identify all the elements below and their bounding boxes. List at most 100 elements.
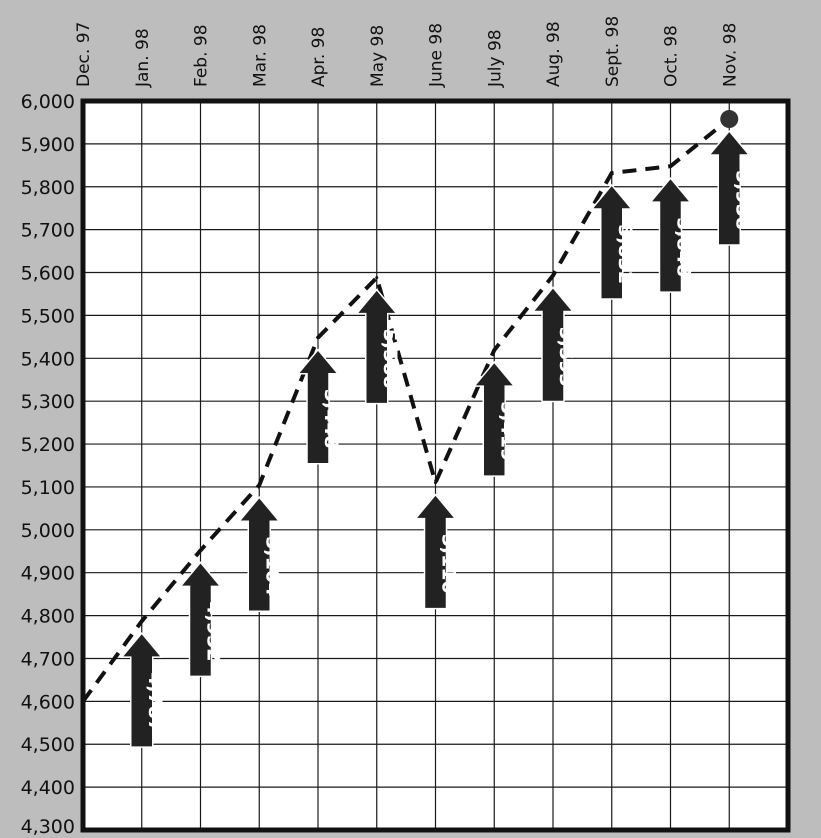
x-tick-label: July 98 [485, 29, 505, 88]
value-arrow: 5,104 [237, 496, 283, 612]
arrow-label-group: 5,832 [614, 224, 636, 284]
y-tick-label: 4,600 [21, 691, 75, 713]
y-tick-label: 5,800 [21, 177, 75, 199]
y-tick-label: 4,300 [21, 816, 75, 838]
value-arrow: 5,848 [648, 177, 695, 293]
y-tick-label: 4,400 [21, 777, 75, 799]
y-tick-label: 6,000 [21, 91, 75, 113]
value-arrow: 4,952 [178, 561, 225, 678]
data-label: 5,832 [614, 224, 636, 284]
x-tick-label: Feb. 98 [192, 24, 212, 87]
data-point [492, 348, 496, 352]
value-arrow: 4,787 [120, 631, 166, 748]
arrow-shape [707, 129, 751, 246]
data-point [669, 164, 672, 168]
value-arrow: 5,448 [296, 348, 342, 465]
data-point [199, 548, 202, 552]
x-tick-label-group: Sept. 98 [603, 16, 623, 87]
x-tick-label-group: Jan. 98 [133, 28, 153, 88]
x-tick-label: Aug. 98 [544, 21, 564, 87]
arrow-shape [413, 493, 458, 610]
x-tick-label-group: May 98 [368, 25, 388, 87]
data-point [551, 274, 555, 278]
x-tick-label-group: Feb. 98 [192, 24, 212, 87]
x-tick-label: Mar. 98 [250, 24, 270, 87]
arrow-label-group: 4,952 [203, 601, 225, 661]
arrow-shape [648, 177, 693, 293]
arrow-label-group: 5,419 [496, 401, 518, 461]
data-label: 4,952 [203, 601, 225, 661]
y-tick-label: 5,500 [21, 305, 75, 327]
y-tick-label: 4,700 [21, 648, 75, 670]
x-tick-label-group: July 98 [485, 29, 505, 88]
data-label: 5,588 [379, 329, 401, 389]
x-tick-label: May 98 [368, 25, 388, 87]
series-line [81, 117, 731, 703]
x-tick-label: Apr. 98 [309, 27, 329, 87]
arrow-shape [531, 286, 575, 403]
data-labels: 4,787 4,952 5,104 5,448 5,588 5,110 5,419 5,593… [120, 129, 753, 748]
x-tick-label: Nov. 98 [720, 23, 740, 87]
arrow-shape [355, 288, 399, 405]
y-tick-label: 5,000 [21, 520, 75, 542]
arrow-shape [120, 631, 164, 748]
value-arrow: 5,832 [590, 183, 636, 300]
arrow-label-group: 4,787 [144, 672, 166, 732]
arrow-label-group: 5,104 [261, 536, 283, 596]
plot-frame [80, 98, 791, 833]
value-arrow: 5,110 [413, 493, 460, 610]
arrow-label-group: 5,588 [379, 329, 401, 389]
x-tick-label: Jan. 98 [133, 28, 153, 88]
y-tick-label: 5,600 [21, 263, 75, 285]
x-tick-label-group: Nov. 98 [720, 23, 740, 87]
arrow-label-group: 5,448 [320, 389, 342, 449]
y-tick-label: 5,200 [21, 434, 75, 456]
arrow-shape [237, 496, 281, 612]
x-tick-label: Sept. 98 [603, 16, 623, 87]
data-point [316, 336, 320, 340]
value-arrow: 5,588 [355, 288, 401, 405]
plot-border [80, 98, 791, 833]
y-tick-label: 5,900 [21, 134, 75, 156]
data-label: 5,104 [261, 536, 283, 596]
y-tick-label: 5,300 [21, 391, 75, 413]
arrow-shape [472, 360, 516, 477]
x-tick-label-group: Mar. 98 [250, 24, 270, 87]
arrow-shape [178, 561, 223, 678]
y-tick-label: 5,400 [21, 348, 75, 370]
end-point-marker [720, 110, 739, 129]
arrow-label-group: 5,110 [438, 534, 460, 594]
value-arrow: 5,958 [707, 129, 753, 246]
data-point [610, 171, 614, 175]
x-tick-label-group: Aug. 98 [544, 21, 564, 87]
arrow-shape [590, 183, 634, 300]
y-tick-label: 5,100 [21, 477, 75, 499]
x-tick-label-group: Apr. 98 [309, 27, 329, 87]
x-tick-label-group: June 98 [427, 23, 447, 88]
x-tick-label-group: Dec. 97 [74, 22, 94, 87]
x-tick-label-group: Oct. 98 [662, 25, 682, 87]
value-arrow: 5,419 [472, 360, 518, 477]
data-point [257, 483, 261, 487]
y-tick-label: 4,500 [21, 734, 75, 756]
data-point [140, 619, 144, 623]
arrow-label-group: 5,958 [731, 170, 753, 230]
data-label: 5,419 [496, 401, 518, 461]
x-tick-label: Dec. 97 [74, 22, 94, 87]
x-tick-label: Oct. 98 [662, 25, 682, 87]
data-series [81, 110, 739, 703]
data-point [434, 481, 437, 485]
y-axis-ticks: 6,000 5,900 5,800 5,700 5,600 5,500 5,400 5,300… [21, 91, 75, 838]
arrow-shape [296, 348, 340, 465]
data-label: 5,593 [555, 326, 577, 386]
arrow-label-group: 5,593 [555, 326, 577, 386]
y-tick-label: 4,900 [21, 563, 75, 585]
data-point [375, 276, 379, 280]
data-label: 5,110 [438, 534, 460, 594]
data-label: 5,848 [673, 217, 695, 277]
data-label: 5,958 [731, 170, 753, 230]
data-label: 5,448 [320, 389, 342, 449]
arrow-label-group: 5,848 [673, 217, 695, 277]
